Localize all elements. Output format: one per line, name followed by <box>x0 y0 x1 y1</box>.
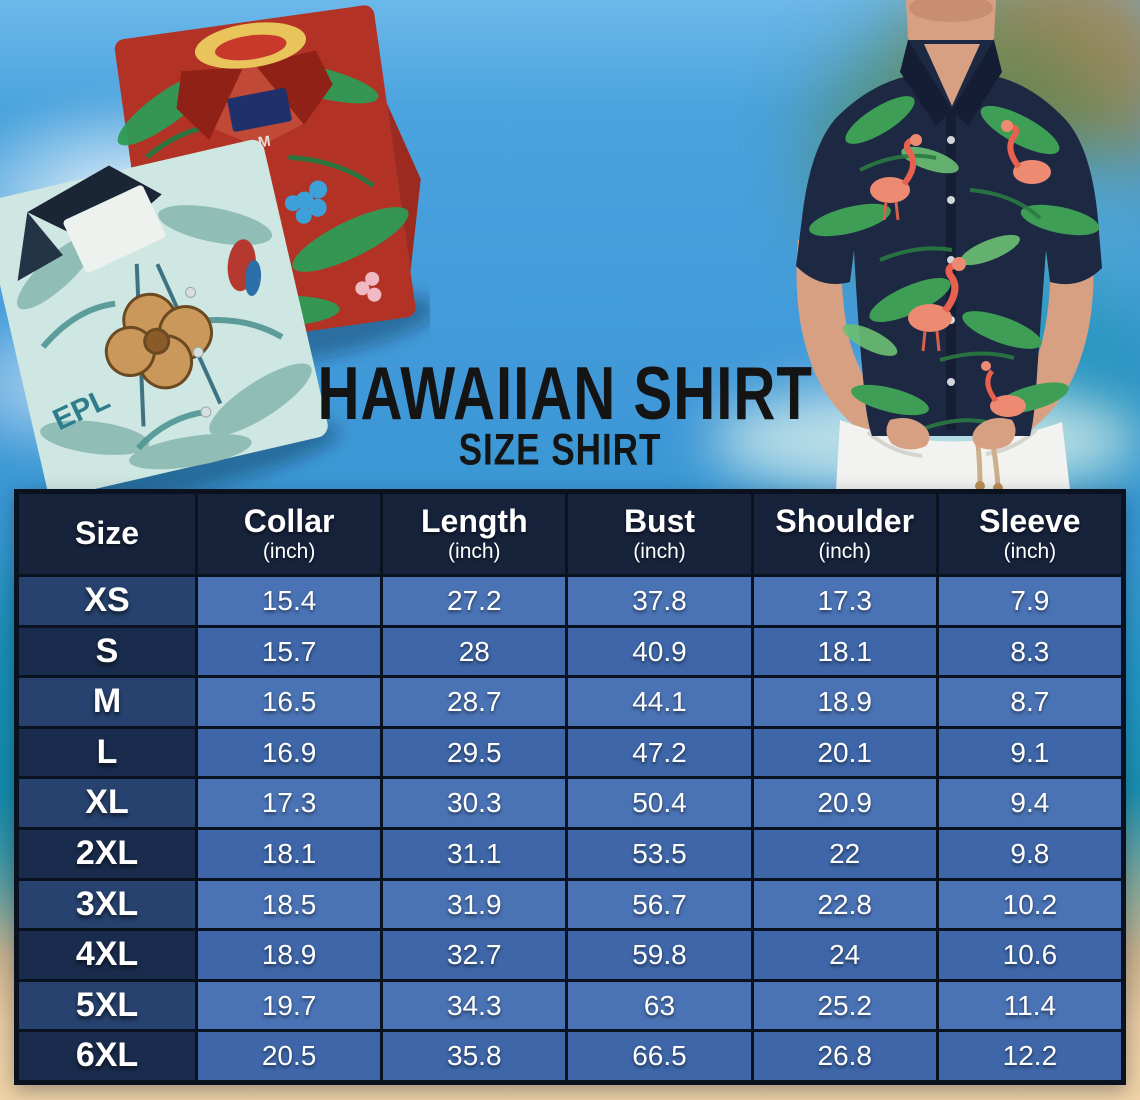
column-unit: (inch) <box>448 540 501 564</box>
cell-4xl-collar: 18.9 <box>198 931 381 979</box>
cell-l-shoulder: 20.1 <box>753 728 936 777</box>
cell-5xl-collar: 19.7 <box>198 981 381 1030</box>
cell-xs-sleeve: 7.9 <box>938 577 1121 625</box>
cell-3xl-length: 31.9 <box>383 880 566 929</box>
cell-l-collar: 16.9 <box>198 728 381 777</box>
cell-2xl-bust: 53.5 <box>568 829 751 878</box>
cell-xs-length: 27.2 <box>383 577 566 625</box>
cell-m-sleeve: 8.7 <box>938 678 1121 726</box>
cell-xl-shoulder: 20.9 <box>753 779 936 827</box>
cell-xs-bust: 37.8 <box>568 577 751 625</box>
column-unit: (inch) <box>1003 540 1057 564</box>
column-header-bust: Bust (inch) <box>568 494 751 574</box>
leaf-pattern <box>809 96 1100 432</box>
cell-m-bust: 44.1 <box>568 678 751 726</box>
column-label: Collar <box>243 502 335 539</box>
cell-xl-sleeve: 9.4 <box>938 779 1121 827</box>
column-unit: (inch) <box>818 540 871 564</box>
cell-2xl-sleeve: 9.8 <box>938 829 1121 878</box>
column-header-sleeve: Sleeve (inch) <box>938 494 1121 574</box>
cell-6xl-bust: 66.5 <box>568 1032 751 1080</box>
cell-s-shoulder: 18.1 <box>753 627 936 676</box>
column-label: Sleeve <box>979 502 1081 539</box>
column-unit: (inch) <box>262 540 316 564</box>
row-label-6xl: 6XL <box>19 1032 195 1080</box>
cell-l-sleeve: 9.1 <box>938 728 1121 777</box>
title-block: HAWAIIAN SHIRT SIZE SHIRT <box>310 350 813 474</box>
row-label-3xl: 3XL <box>19 880 195 929</box>
cell-5xl-bust: 63 <box>568 981 751 1030</box>
column-label: Size <box>74 515 140 552</box>
column-label: Shoulder <box>775 502 915 539</box>
folded-shirts-photo: M <box>0 5 430 500</box>
column-unit: (inch) <box>633 540 686 564</box>
cell-5xl-sleeve: 11.4 <box>938 981 1121 1030</box>
cell-3xl-collar: 18.5 <box>198 880 381 929</box>
cell-4xl-sleeve: 10.6 <box>938 931 1121 979</box>
size-chart-table: Size Collar (inch) Length (inch) Bust (inch) Sh… <box>14 489 1126 1085</box>
page-title: HAWAIIAN SHIRT <box>317 351 813 435</box>
model-photo <box>796 0 1102 490</box>
cell-l-length: 29.5 <box>383 728 566 777</box>
column-header-collar: Collar (inch) <box>198 494 381 574</box>
flamingo-pattern <box>870 120 1051 417</box>
cell-xl-bust: 50.4 <box>568 779 751 827</box>
row-label-2xl: 2XL <box>19 829 195 878</box>
cell-m-collar: 16.5 <box>198 678 381 726</box>
cell-4xl-bust: 59.8 <box>568 931 751 979</box>
cell-s-length: 28 <box>383 627 566 676</box>
cell-s-collar: 15.7 <box>198 627 381 676</box>
cell-5xl-length: 34.3 <box>383 981 566 1030</box>
cell-6xl-length: 35.8 <box>383 1032 566 1080</box>
shirt-collar <box>900 40 1002 126</box>
column-header-size: Size <box>19 494 195 574</box>
row-label-4xl: 4XL <box>19 931 195 979</box>
column-label: Bust <box>623 502 696 539</box>
cell-6xl-collar: 20.5 <box>198 1032 381 1080</box>
cell-l-bust: 47.2 <box>568 728 751 777</box>
row-label-m: M <box>19 678 195 726</box>
cell-6xl-shoulder: 26.8 <box>753 1032 936 1080</box>
cell-6xl-sleeve: 12.2 <box>938 1032 1121 1080</box>
column-header-length: Length (inch) <box>383 494 566 574</box>
row-label-xs: XS <box>19 577 195 625</box>
cell-xs-shoulder: 17.3 <box>753 577 936 625</box>
cell-2xl-collar: 18.1 <box>198 829 381 878</box>
cell-4xl-length: 32.7 <box>383 931 566 979</box>
cell-s-bust: 40.9 <box>568 627 751 676</box>
cell-3xl-bust: 56.7 <box>568 880 751 929</box>
cell-2xl-shoulder: 22 <box>753 829 936 878</box>
cell-4xl-shoulder: 24 <box>753 931 936 979</box>
row-label-l: L <box>19 728 195 777</box>
cell-xs-collar: 15.4 <box>198 577 381 625</box>
page-subtitle: SIZE SHIRT <box>458 425 662 475</box>
model-hands <box>886 418 1016 450</box>
cell-xl-length: 30.3 <box>383 779 566 827</box>
model-arms <box>796 240 1094 452</box>
cell-m-length: 28.7 <box>383 678 566 726</box>
cell-2xl-length: 31.1 <box>383 829 566 878</box>
cell-3xl-shoulder: 22.8 <box>753 880 936 929</box>
row-label-5xl: 5XL <box>19 981 195 1030</box>
tan-hibiscus-flower <box>104 292 213 390</box>
row-label-s: S <box>19 627 195 676</box>
parrot <box>227 239 262 296</box>
row-label-xl: XL <box>19 779 195 827</box>
cell-m-shoulder: 18.9 <box>753 678 936 726</box>
cell-5xl-shoulder: 25.2 <box>753 981 936 1030</box>
column-label: Length <box>420 502 528 539</box>
teal-hawaiian-shirt: EPL <box>0 139 340 500</box>
cell-3xl-sleeve: 10.2 <box>938 880 1121 929</box>
cell-xl-collar: 17.3 <box>198 779 381 827</box>
column-header-shoulder: Shoulder (inch) <box>753 494 936 574</box>
cell-s-sleeve: 8.3 <box>938 627 1121 676</box>
